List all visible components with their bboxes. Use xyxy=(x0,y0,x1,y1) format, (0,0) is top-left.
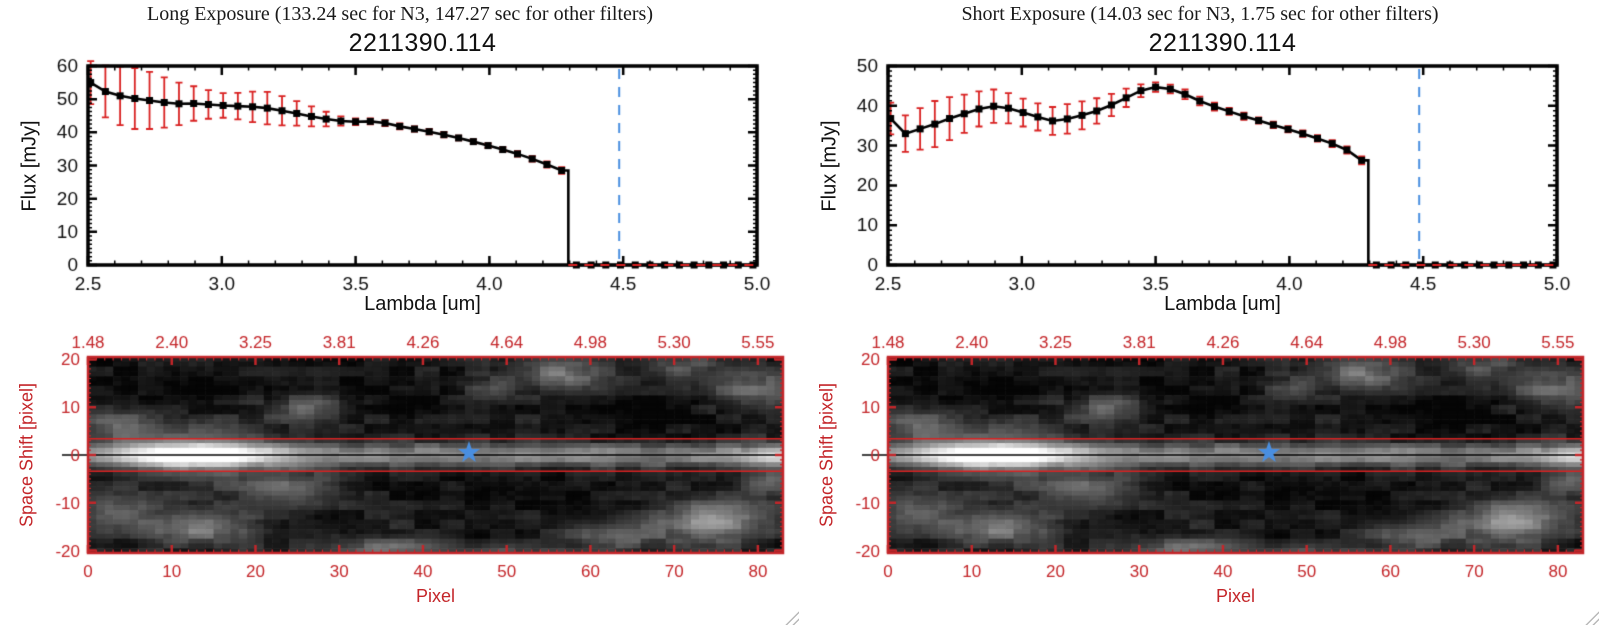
flux-axis-label: Flux [mJy] xyxy=(18,120,41,212)
short-exposure-plots-canvas xyxy=(800,0,1600,630)
lambda-axis-label: Lambda [um] xyxy=(1164,293,1281,315)
object-id-title: 2211390.114 xyxy=(1148,29,1297,57)
flux-axis-label: Flux [mJy] xyxy=(818,120,841,212)
short-exposure-title: Short Exposure (14.03 sec for N3, 1.75 s… xyxy=(961,3,1439,25)
pixel-axis-label: Pixel xyxy=(1215,586,1255,606)
long-exposure-window: Long Exposure (133.24 sec for N3, 147.27… xyxy=(0,0,800,630)
lambda-axis-label: Lambda [um] xyxy=(364,293,481,315)
object-id-title: 2211390.114 xyxy=(348,29,497,57)
space-shift-axis-label: Space Shift [pixel] xyxy=(16,382,37,528)
long-exposure-plots-canvas xyxy=(0,0,800,630)
space-shift-axis-label: Space Shift [pixel] xyxy=(816,382,837,528)
pixel-axis-label: Pixel xyxy=(415,586,455,606)
long-exposure-title: Long Exposure (133.24 sec for N3, 147.27… xyxy=(147,3,653,25)
short-exposure-window: Short Exposure (14.03 sec for N3, 1.75 s… xyxy=(800,0,1600,630)
